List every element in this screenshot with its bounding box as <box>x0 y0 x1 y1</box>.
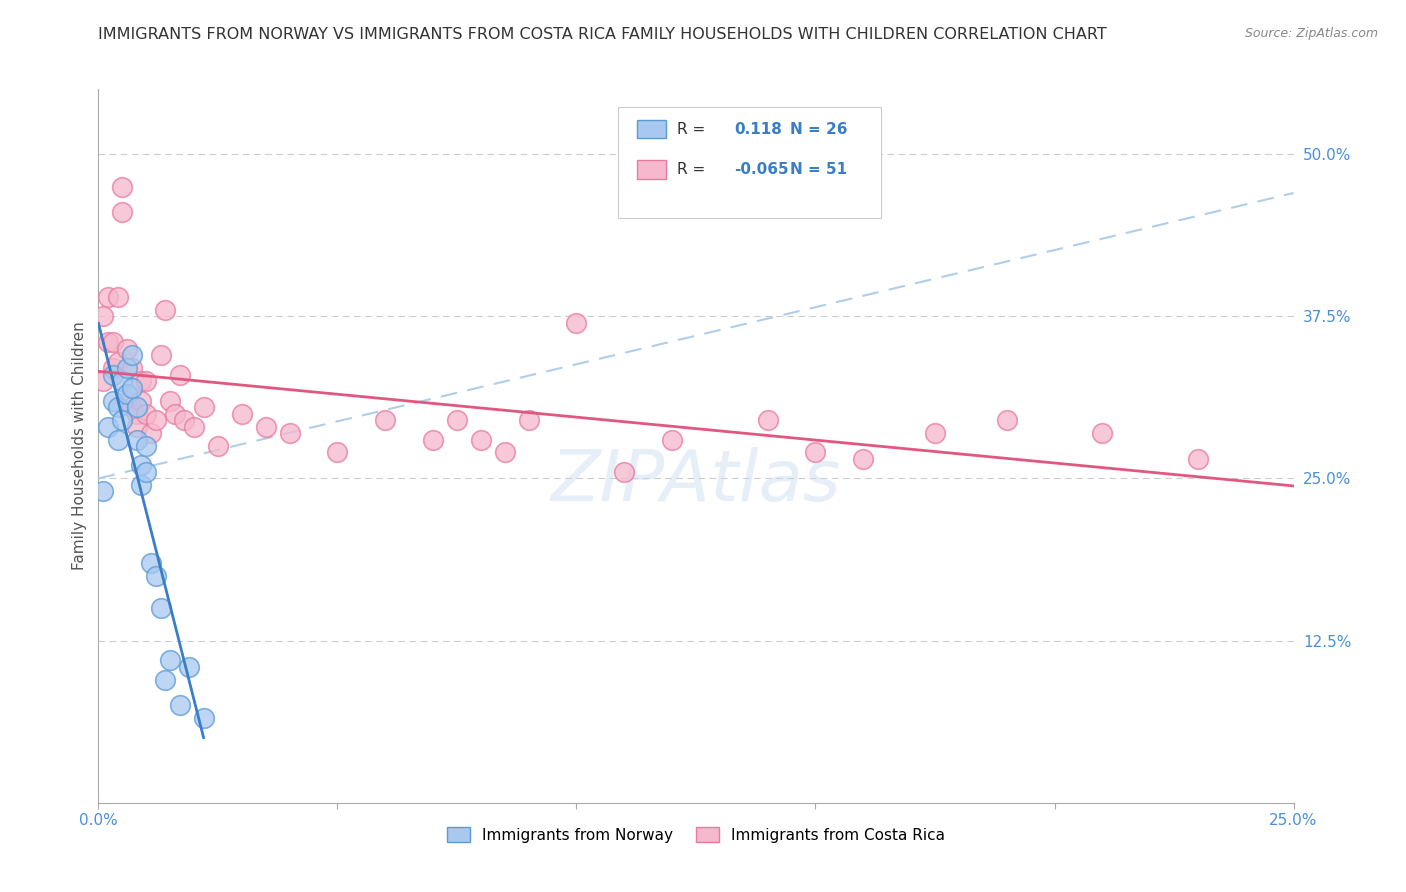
Text: 0.118: 0.118 <box>734 121 782 136</box>
Point <box>565 316 588 330</box>
Point <box>804 445 827 459</box>
Point <box>1187 452 1209 467</box>
Point <box>1091 425 1114 440</box>
Y-axis label: Family Households with Children: Family Households with Children <box>72 322 87 570</box>
Point <box>613 465 636 479</box>
FancyBboxPatch shape <box>637 161 666 179</box>
Point <box>101 335 124 350</box>
Point <box>97 335 120 350</box>
Point <box>125 419 148 434</box>
Point <box>135 407 157 421</box>
FancyBboxPatch shape <box>619 107 882 218</box>
Point <box>494 445 516 459</box>
Point <box>924 425 946 440</box>
Point <box>101 361 124 376</box>
Point <box>756 413 779 427</box>
Point <box>135 439 157 453</box>
Point <box>107 290 129 304</box>
Point <box>125 407 148 421</box>
Point <box>115 342 138 356</box>
Point <box>852 452 875 467</box>
Point <box>135 465 157 479</box>
Point <box>115 393 138 408</box>
Point <box>254 419 277 434</box>
Text: R =: R = <box>676 162 704 178</box>
Point <box>115 361 138 376</box>
Point <box>169 698 191 713</box>
Point <box>374 413 396 427</box>
Point <box>111 374 134 388</box>
Point <box>111 413 134 427</box>
Point <box>145 568 167 582</box>
Point <box>121 381 143 395</box>
Point <box>231 407 253 421</box>
Point <box>446 413 468 427</box>
Point <box>121 348 143 362</box>
Point <box>101 393 124 408</box>
Point <box>107 354 129 368</box>
Point <box>193 711 215 725</box>
Point <box>97 419 120 434</box>
Point <box>131 393 153 408</box>
Point <box>159 653 181 667</box>
Point <box>91 484 114 499</box>
Point <box>111 205 134 219</box>
Point <box>995 413 1018 427</box>
Text: N = 51: N = 51 <box>790 162 848 178</box>
Point <box>193 400 215 414</box>
Point <box>169 368 191 382</box>
Point <box>179 659 201 673</box>
Point <box>111 179 134 194</box>
Point <box>183 419 205 434</box>
Point <box>97 290 120 304</box>
Text: Source: ZipAtlas.com: Source: ZipAtlas.com <box>1244 27 1378 40</box>
Point <box>422 433 444 447</box>
Point <box>125 433 148 447</box>
Point <box>121 361 143 376</box>
Point <box>207 439 229 453</box>
Point <box>173 413 195 427</box>
Point <box>159 393 181 408</box>
Point <box>101 368 124 382</box>
Point <box>278 425 301 440</box>
Point <box>131 458 153 473</box>
Point <box>145 413 167 427</box>
Point <box>131 478 153 492</box>
Point <box>149 601 172 615</box>
Point <box>125 400 148 414</box>
Text: ZIPAtlas: ZIPAtlas <box>551 447 841 516</box>
Point <box>107 433 129 447</box>
Text: IMMIGRANTS FROM NORWAY VS IMMIGRANTS FROM COSTA RICA FAMILY HOUSEHOLDS WITH CHIL: IMMIGRANTS FROM NORWAY VS IMMIGRANTS FRO… <box>98 27 1107 42</box>
Point <box>91 310 114 324</box>
Point <box>139 425 162 440</box>
FancyBboxPatch shape <box>637 120 666 138</box>
Point <box>121 400 143 414</box>
Point <box>661 433 683 447</box>
Point <box>155 302 177 317</box>
Point <box>149 348 172 362</box>
Point <box>131 374 153 388</box>
Point <box>91 374 114 388</box>
Point <box>155 673 177 687</box>
Point <box>115 387 138 401</box>
Point <box>517 413 540 427</box>
Point <box>139 556 162 570</box>
Text: R =: R = <box>676 121 704 136</box>
Text: N = 26: N = 26 <box>790 121 848 136</box>
Text: -0.065: -0.065 <box>734 162 789 178</box>
Legend: Immigrants from Norway, Immigrants from Costa Rica: Immigrants from Norway, Immigrants from … <box>440 821 952 848</box>
Point <box>135 374 157 388</box>
Point <box>470 433 492 447</box>
Point <box>326 445 349 459</box>
Point <box>163 407 186 421</box>
Point <box>107 400 129 414</box>
